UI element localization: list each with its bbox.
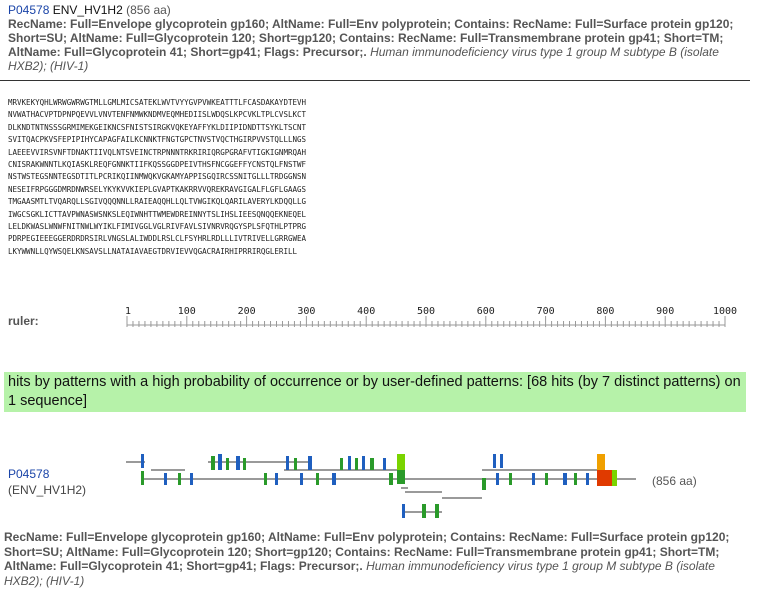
footer-description: RecName: Full=Envelope glycoprotein gp16… (4, 530, 730, 573)
pattern-hit[interactable] (509, 473, 512, 485)
pattern-hit[interactable] (275, 473, 278, 485)
sequence-line: TMGAASMTLTVQARQLLSGIVQQQNNLLRAIEAQQHLLQL… (8, 197, 307, 207)
sequence-line: NSTWSTEGSNNTEGSDTITLPCRIKQIINMWQKVGKAMYA… (8, 172, 307, 182)
pattern-hit[interactable] (355, 458, 358, 470)
pattern-hit[interactable] (493, 454, 496, 468)
pattern-hit[interactable] (218, 454, 222, 470)
ruler-label: ruler: (8, 314, 39, 328)
pattern-hit[interactable] (243, 458, 246, 470)
pattern-hit[interactable] (370, 458, 374, 470)
pattern-hit[interactable] (141, 454, 144, 468)
hits-summary-banner: hits by patterns with a high probability… (4, 372, 746, 412)
sequence-line: LKYWWNLLQYWSQELKNSAVSLLNATAIAVAEGTDRVIEV… (8, 246, 297, 256)
ruler-tick-label: 100 (178, 306, 196, 317)
ruler-tick-label: 400 (357, 306, 375, 317)
pattern-hit[interactable] (178, 473, 181, 485)
pattern-hit[interactable] (190, 473, 193, 485)
ruler-tick-label: 300 (297, 306, 315, 317)
entry-length: (856 aa) (126, 3, 171, 17)
ruler-tick-label: 800 (596, 306, 614, 317)
sequence-line: LELDKWASLWNWFNITNWLWYIKLFIMIVGGLVGLRIVFA… (8, 222, 307, 232)
pattern-hit[interactable] (397, 454, 405, 470)
sequence-line: DLKNDTNTNSSSGRMIMEKGEIKNCSFNISTSIRGKVQKE… (8, 122, 307, 132)
pattern-hit[interactable] (294, 458, 297, 470)
entry-organism: Human immunodeficiency virus type 1 grou… (8, 45, 719, 73)
pattern-hit[interactable] (545, 473, 548, 485)
sequence-line: LAEEEVVIRSVNFTDNAKTIIVQLNTSVEINCTRPNNNTR… (8, 147, 307, 157)
pattern-hit[interactable] (435, 504, 439, 518)
pattern-hit[interactable] (286, 456, 289, 470)
pattern-hit[interactable] (340, 458, 343, 470)
ruler-tick-label: 500 (417, 306, 435, 317)
header-divider (0, 80, 750, 81)
sequence-line: CNISRAKWNNTLKQIASKLREQFGNNKTIIFKQSSGGDPE… (8, 160, 307, 170)
graphic-accession-link[interactable]: P04578 (8, 467, 50, 481)
pattern-hit[interactable] (574, 473, 577, 485)
pattern-hit[interactable] (612, 470, 617, 486)
pattern-hit[interactable] (532, 473, 535, 485)
pattern-hit[interactable] (308, 456, 312, 470)
pattern-hit[interactable] (482, 478, 486, 490)
entry-footer: RecName: Full=Envelope glycoprotein gp16… (4, 530, 752, 588)
pattern-hit[interactable] (264, 473, 267, 485)
sequence-block: MRVKEKYQHLWRWGWRWGTMLLGMLMICSATEKLWVTVYY… (8, 97, 306, 258)
pattern-hit[interactable] (597, 454, 605, 470)
pattern-hit[interactable] (348, 456, 351, 470)
ruler-tick-label: 900 (656, 306, 674, 317)
ruler-tick-label: 200 (238, 306, 256, 317)
pattern-hit[interactable] (226, 458, 229, 470)
sequence-line: IWGCSGKLICTTAVPWNASWSNKSLEQIWNHTTWMEWDRE… (8, 209, 307, 219)
pattern-hit[interactable] (500, 454, 503, 468)
pattern-hit[interactable] (422, 504, 426, 518)
ruler-tick-label: 1 (125, 306, 131, 317)
entry-accession-link[interactable]: P04578 (8, 3, 50, 17)
pattern-hit[interactable] (164, 473, 167, 485)
entry-name: ENV_HV1H2 (52, 3, 123, 17)
entry-description: RecName: Full=Envelope glycoprotein gp16… (8, 17, 734, 59)
pattern-hit[interactable] (496, 473, 499, 485)
pattern-hit[interactable] (597, 470, 615, 486)
pattern-hit[interactable] (397, 470, 405, 484)
pattern-hit[interactable] (586, 473, 589, 485)
pattern-hit[interactable] (316, 473, 319, 485)
sequence-line: SVITQACPKVSFEPIPIHYCAPAGFAILKCNNKTFNGTGP… (8, 135, 307, 145)
pattern-hit[interactable] (389, 473, 393, 485)
pattern-hit[interactable] (362, 456, 365, 470)
ruler: 1 100 200 300 400 500 600 700 800 900 1000 (125, 306, 737, 327)
pattern-hit[interactable] (211, 456, 215, 470)
ruler-tick-label: 700 (537, 306, 555, 317)
entry-header: P04578 ENV_HV1H2 (856 aa) RecName: Full=… (8, 3, 750, 73)
ruler-tick-label: 600 (477, 306, 495, 317)
match-graphic (126, 454, 636, 518)
sequence-line: MRVKEKYQHLWRWGWRWGTMLLGMLMICSATEKLWVTVYY… (8, 98, 307, 107)
pattern-hit[interactable] (236, 456, 240, 470)
pattern-hit[interactable] (141, 471, 144, 485)
pattern-hit[interactable] (402, 504, 405, 518)
ruler-tick-label: 1000 (713, 306, 737, 317)
sequence-line: PDRPEGIEEEGGERDRDRSIRLVNGSLALIWDDLRSLCLF… (8, 234, 307, 244)
pattern-hit[interactable] (300, 473, 303, 485)
footer-organism: Human immunodeficiency virus type 1 grou… (4, 559, 715, 588)
sequence-line: NVWATHACVPTDPNPQEVVLVNVTENFNMWKNDMVEQMHE… (8, 110, 307, 120)
pattern-hit[interactable] (332, 473, 336, 485)
sequence-line: NESEIFRPGGGDMRDNWRSELYKYKVVKIEPLGVAPTKAK… (8, 184, 307, 194)
pattern-hit[interactable] (563, 473, 567, 485)
graphic-length: (856 aa) (652, 474, 697, 488)
pattern-hit[interactable] (383, 458, 386, 470)
graphic-entry-name: (ENV_HV1H2) (8, 483, 87, 497)
